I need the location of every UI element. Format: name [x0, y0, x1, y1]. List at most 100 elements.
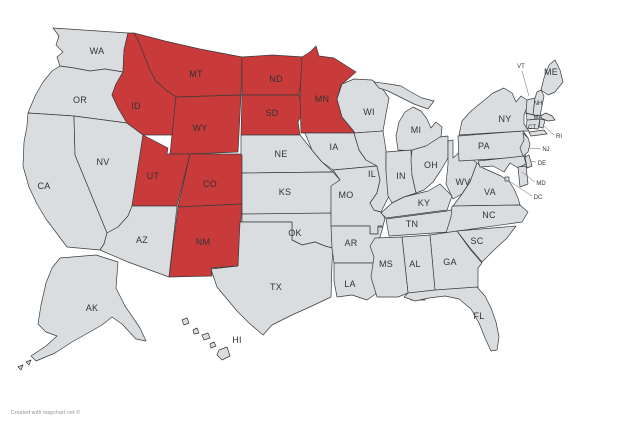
state-az[interactable]: [99, 205, 178, 278]
state-ky[interactable]: [380, 183, 453, 219]
state-label-ny: NY: [498, 114, 511, 124]
state-hi[interactable]: [192, 327, 200, 335]
leader-line-de: [529, 160, 537, 163]
state-dc[interactable]: [504, 176, 510, 182]
state-label-ne: NE: [274, 149, 287, 159]
state-label-ky: KY: [418, 198, 431, 208]
state-label-nh: NH: [534, 101, 543, 107]
state-ak[interactable]: [25, 359, 32, 366]
state-de[interactable]: [524, 154, 533, 169]
state-tx[interactable]: [210, 221, 334, 336]
state-label-nj: NJ: [542, 147, 549, 153]
state-group-wi: [336, 78, 390, 134]
state-label-or: OR: [73, 95, 87, 105]
state-ar[interactable]: [330, 225, 384, 264]
state-me[interactable]: [540, 59, 564, 96]
state-label-mt: MT: [189, 69, 203, 79]
state-ri[interactable]: [538, 118, 546, 129]
state-label-hi: HI: [232, 335, 242, 345]
state-label-ca: CA: [37, 181, 50, 191]
state-label-al: AL: [409, 259, 421, 269]
state-group-oh: [410, 135, 449, 194]
state-group-md: [477, 155, 529, 188]
state-group-dc: [504, 176, 510, 182]
state-label-wy: WY: [192, 123, 207, 133]
state-label-in: IN: [396, 171, 406, 181]
state-group-de: [524, 154, 533, 169]
leader-line-dc: [508, 180, 533, 197]
state-group-ri: [538, 118, 546, 129]
state-label-wi: WI: [363, 107, 375, 117]
leader-line-vt: [521, 70, 530, 97]
state-md[interactable]: [517, 165, 529, 188]
state-ct[interactable]: [525, 118, 541, 130]
state-label-la: LA: [344, 279, 356, 289]
state-label-wv: WV: [455, 177, 470, 187]
state-label-ia: IA: [329, 142, 338, 152]
state-label-ar: AR: [344, 238, 357, 248]
state-label-mn: MN: [315, 94, 330, 104]
state-hi[interactable]: [209, 341, 217, 349]
state-label-de: DE: [538, 161, 546, 167]
state-label-ms: MS: [379, 259, 393, 269]
state-label-tx: TX: [270, 282, 282, 292]
state-label-ma: MA: [534, 115, 543, 121]
state-hi[interactable]: [216, 346, 231, 361]
leader-line-md: [521, 171, 536, 183]
state-hi[interactable]: [181, 317, 190, 326]
state-group-mi: [373, 81, 443, 152]
state-label-mo: MO: [338, 190, 353, 200]
state-label-sc: SC: [470, 236, 483, 246]
state-nc[interactable]: [445, 204, 529, 234]
state-ms[interactable]: [369, 236, 409, 298]
state-va[interactable]: [452, 162, 521, 207]
state-label-wa: WA: [90, 46, 105, 56]
state-group-va: [452, 162, 521, 207]
state-oh[interactable]: [410, 135, 449, 194]
leader-line-ri: [543, 125, 555, 136]
state-fl[interactable]: [403, 286, 500, 352]
state-label-pa: PA: [478, 141, 490, 151]
state-group-ky: [380, 183, 453, 219]
state-label-nm: NM: [196, 237, 211, 247]
state-label-oh: OH: [424, 160, 438, 170]
state-label-nd: ND: [269, 74, 283, 84]
leader-line-nj: [528, 147, 542, 150]
state-label-fl: FL: [473, 311, 484, 321]
state-md[interactable]: [477, 155, 527, 173]
state-label-az: AZ: [136, 235, 148, 245]
state-group-sc: [456, 225, 517, 263]
state-label-ga: GA: [443, 257, 457, 267]
state-label-ut: UT: [147, 171, 160, 181]
state-hi[interactable]: [201, 332, 211, 341]
state-group-ar: [330, 225, 384, 264]
state-label-sd: SD: [265, 108, 278, 118]
state-wi[interactable]: [336, 78, 390, 134]
state-group-ms: [369, 236, 409, 298]
state-label-ok: OK: [288, 228, 302, 238]
state-label-il: IL: [368, 169, 376, 179]
state-ak[interactable]: [17, 364, 24, 371]
state-label-id: ID: [131, 101, 141, 111]
state-label-ct: CT: [528, 125, 536, 131]
state-group-hi: [181, 317, 231, 361]
state-label-va: VA: [484, 187, 496, 197]
state-group-az: [99, 205, 178, 278]
state-ak[interactable]: [30, 254, 147, 362]
state-label-mi: MI: [411, 125, 422, 135]
state-label-co: CO: [203, 179, 217, 189]
state-group-nc: [445, 204, 529, 234]
map-attribution: Created with mapchart.net ©: [11, 410, 81, 416]
state-group-tx: [210, 221, 334, 336]
state-sc[interactable]: [456, 225, 517, 263]
state-nj[interactable]: [519, 132, 531, 157]
state-mi[interactable]: [373, 81, 435, 110]
state-label-ri: RI: [556, 134, 562, 140]
state-ny[interactable]: [458, 87, 530, 136]
state-label-tn: TN: [406, 219, 419, 229]
state-group-ak: [17, 254, 147, 371]
state-label-me: ME: [544, 67, 558, 77]
state-ny[interactable]: [528, 129, 548, 137]
